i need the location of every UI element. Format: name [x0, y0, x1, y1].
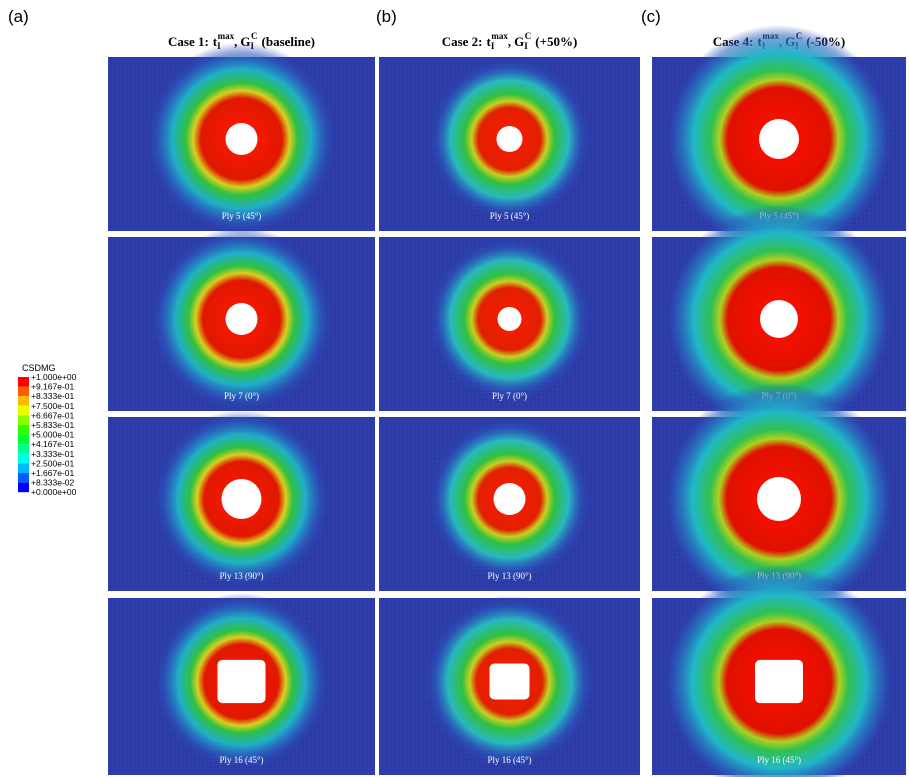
damage-panel: Ply 5 (45°) — [108, 42, 375, 236]
panel-letter: (a) — [8, 7, 29, 26]
hole — [489, 663, 530, 700]
hole — [496, 126, 523, 152]
legend-label: +2.500e-01 — [31, 458, 75, 468]
legend-swatch — [18, 473, 29, 483]
legend-label: +1.000e+00 — [31, 372, 77, 382]
ply-label: Ply 7 (0°) — [492, 391, 527, 401]
hole — [225, 123, 258, 155]
legend-label: +7.500e-01 — [31, 401, 75, 411]
damage-panel: Ply 16 (45°) — [108, 593, 375, 775]
symbol: G — [240, 34, 250, 49]
case-suffix: (+50%) — [535, 34, 577, 49]
subscript: I — [524, 41, 528, 51]
superscript: max — [218, 31, 235, 41]
legend-swatch — [18, 482, 29, 493]
damage-panel: Ply 7 (0°) — [652, 204, 906, 434]
legend-label: +4.167e-01 — [31, 439, 75, 449]
damage-panel: Ply 7 (0°) — [379, 236, 640, 411]
hole — [493, 483, 526, 515]
ply-label: Ply 7 (0°) — [224, 391, 259, 401]
hole — [217, 659, 266, 704]
damage-panel: Ply 5 (45°) — [379, 56, 640, 231]
case-label: Case 2: — [442, 34, 483, 49]
legend-swatch — [18, 434, 29, 445]
hole — [497, 307, 522, 331]
legend-swatch — [18, 425, 29, 435]
column-header: Case 2: tImax, GIC (+50%) — [442, 31, 578, 51]
legend-label: +1.667e-01 — [31, 468, 75, 478]
superscript: max — [491, 31, 508, 41]
panel-letter: (b) — [376, 7, 397, 26]
legend-swatch — [18, 386, 29, 397]
case-suffix: (baseline) — [262, 34, 315, 49]
legend-swatch — [18, 463, 29, 473]
hole — [755, 659, 803, 704]
ply-label: Ply 5 (45°) — [222, 211, 262, 221]
ply-label: Ply 5 (45°) — [490, 211, 530, 221]
case-label: Case 1: — [168, 34, 209, 49]
damage-panel: Ply 16 (45°) — [379, 594, 640, 775]
legend-label: +8.333e-02 — [31, 478, 75, 488]
superscript: C — [525, 31, 532, 41]
legend-swatch — [18, 444, 29, 454]
legend-label: +9.167e-01 — [31, 382, 75, 392]
symbol: t — [486, 34, 491, 49]
damage-panel: Ply 5 (45°) — [652, 24, 906, 254]
ply-label: Ply 13 (90°) — [487, 571, 531, 581]
panel-letter: (c) — [641, 7, 661, 26]
ply-label: Ply 16 (45°) — [219, 755, 263, 765]
hole — [225, 303, 258, 335]
hole — [221, 479, 262, 519]
hole — [759, 119, 799, 159]
legend-swatch — [18, 453, 29, 464]
subscript: I — [491, 41, 495, 51]
legend-label: +6.667e-01 — [31, 410, 75, 420]
legend-swatch — [18, 415, 29, 425]
legend-label: +3.333e-01 — [31, 449, 75, 459]
damage-panel: Ply 13 (90°) — [652, 383, 906, 615]
hole — [757, 477, 801, 521]
symbol: t — [213, 34, 218, 49]
ply-label: Ply 16 (45°) — [757, 755, 801, 765]
ply-label: Ply 13 (90°) — [219, 571, 263, 581]
damage-panel: Ply 16 (45°) — [652, 565, 906, 777]
legend-swatch — [18, 396, 29, 406]
legend-label: +8.333e-01 — [31, 391, 75, 401]
legend-label: +5.833e-01 — [31, 420, 75, 430]
damage-panel: Ply 7 (0°) — [108, 227, 375, 411]
legend-label: +0.000e+00 — [31, 487, 77, 497]
legend-swatch — [18, 405, 29, 416]
damage-panel: Ply 13 (90°) — [108, 410, 375, 591]
hole — [760, 300, 798, 338]
damage-panel: Ply 13 (90°) — [379, 416, 640, 591]
legend-swatch — [18, 377, 29, 387]
ply-label: Ply 16 (45°) — [487, 755, 531, 765]
separator: , — [234, 34, 237, 49]
superscript: C — [251, 31, 258, 41]
legend-title: CSDMG — [22, 363, 56, 373]
legend-label: +5.000e-01 — [31, 430, 75, 440]
symbol: G — [514, 34, 524, 49]
separator: , — [508, 34, 511, 49]
